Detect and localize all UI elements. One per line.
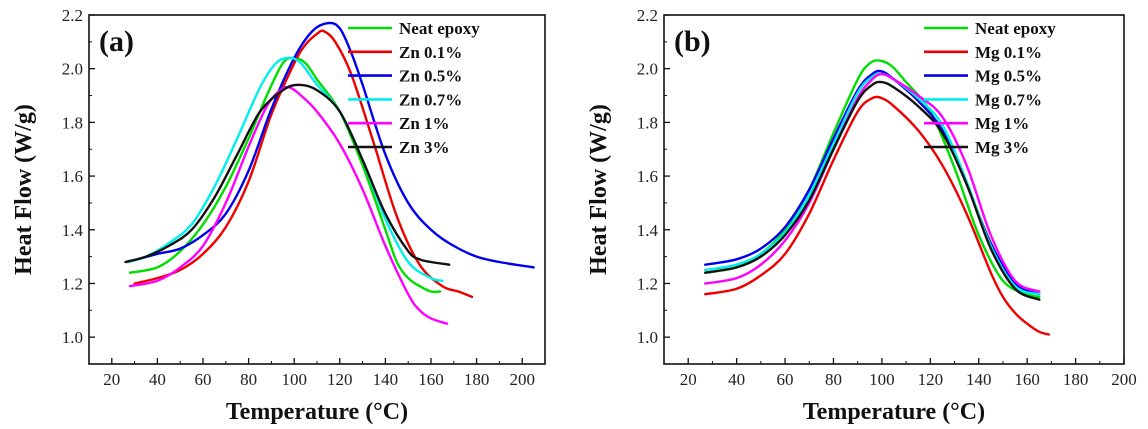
legend-entry: Zn 0.1% — [399, 43, 462, 62]
plot-frame — [663, 14, 1125, 365]
x-tick-label: 120 — [327, 370, 353, 389]
x-tick-label: 100 — [281, 370, 307, 389]
y-tick-label: 1.8 — [62, 113, 83, 132]
legend-entry: Neat epoxy — [975, 19, 1056, 38]
legend-entry: Mg 3% — [975, 138, 1029, 157]
x-tick-label: 200 — [509, 370, 535, 389]
x-tick-label: 200 — [1111, 370, 1137, 389]
panel-a: 20 40 60 80 100 120 140 160 180 200 1.0 1.2 1.4 1.6 1.… — [11, 6, 546, 425]
x-axis-label: Temperature (°C) — [803, 399, 985, 425]
x-tick-label: 160 — [418, 370, 444, 389]
series-line-zn-3 — [124, 83, 451, 266]
x-tick-label: 80 — [825, 370, 842, 389]
y-tick-label: 1.8 — [637, 113, 658, 132]
y-tick-label: 1.2 — [62, 274, 83, 293]
legend-entry: Mg 0.1% — [975, 43, 1042, 62]
series-line-mg-0-1 — [704, 95, 1051, 336]
y-axis-label: Heat Flow (W/g) — [11, 104, 37, 275]
legend-entry: Zn 1% — [399, 114, 450, 133]
legend-entry: Zn 3% — [399, 138, 450, 157]
y-tick-label: 2.2 — [637, 6, 658, 25]
legend-entry: Mg 0.7% — [975, 90, 1042, 109]
panel-label: (b) — [674, 25, 711, 58]
legend-entry: Neat epoxy — [399, 19, 480, 38]
legend-entry: Mg 0.5% — [975, 67, 1042, 86]
x-tick-label: 120 — [918, 370, 944, 389]
y-axis-label: Heat Flow (W/g) — [586, 104, 612, 275]
x-tick-label: 20 — [680, 370, 697, 389]
x-tick-label: 160 — [1014, 370, 1040, 389]
x-tick-label: 20 — [103, 370, 120, 389]
series-line-zn-0-5 — [126, 21, 535, 269]
y-tick-label: 1.2 — [637, 274, 658, 293]
legend-entry: Zn 0.5% — [399, 67, 462, 86]
y-tick-label: 2.0 — [637, 60, 658, 79]
x-tick-label: 60 — [195, 370, 212, 389]
x-tick-label: 180 — [1063, 370, 1089, 389]
y-tick-label: 2.0 — [62, 60, 83, 79]
y-tick-label: 1.6 — [637, 167, 658, 186]
y-tick-label: 1.0 — [637, 328, 658, 347]
series-line-mg-3 — [704, 80, 1041, 301]
x-tick-label: 100 — [869, 370, 895, 389]
legend-entry: Zn 0.7% — [399, 90, 462, 109]
y-tick-label: 1.4 — [62, 221, 84, 240]
series-line-zn-0-7 — [126, 56, 444, 282]
x-tick-label: 80 — [240, 370, 257, 389]
plot-frame — [88, 14, 546, 365]
panel-b: 20 40 60 80 100 120 140 160 180 200 1.0 1.2 1.4 1.6 1.… — [586, 6, 1137, 425]
legend-entry: Mg 1% — [975, 114, 1029, 133]
series-line-neat-epoxy — [128, 56, 442, 294]
x-axis-label: Temperature (°C) — [226, 399, 408, 425]
series-line-zn-1 — [128, 85, 449, 325]
y-tick-label: 1.6 — [62, 167, 83, 186]
x-tick-label: 40 — [149, 370, 166, 389]
x-tick-label: 140 — [373, 370, 399, 389]
panel-label: (a) — [99, 25, 134, 58]
y-tick-label: 1.4 — [637, 221, 659, 240]
x-tick-label: 180 — [464, 370, 490, 389]
series-line-zn-0-1 — [133, 29, 474, 299]
y-tick-label: 1.0 — [62, 328, 83, 347]
series-line-neat-epoxy — [704, 59, 1041, 299]
y-tick-label: 2.2 — [62, 6, 83, 25]
x-tick-label: 140 — [966, 370, 992, 389]
series-line-mg-1 — [704, 72, 1041, 293]
x-tick-label: 60 — [777, 370, 794, 389]
x-tick-label: 40 — [728, 370, 745, 389]
